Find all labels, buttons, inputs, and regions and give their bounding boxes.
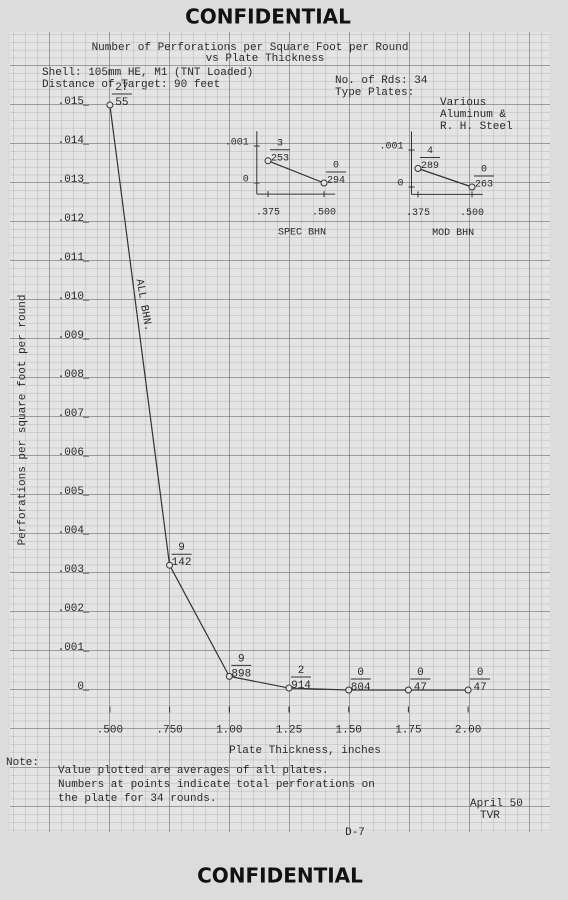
note: Numbers at points indicate total perfora… xyxy=(58,779,375,791)
data-point xyxy=(264,157,272,165)
y-tick-label: .005 xyxy=(58,486,84,498)
y-tick-label: .001 xyxy=(58,642,85,654)
y-tick-label: .014 xyxy=(58,135,85,147)
type-plates: R. H. Steel xyxy=(440,121,513,133)
y-tick-label: .010 xyxy=(58,291,84,303)
footer: CONFIDENTIAL xyxy=(197,864,363,888)
y-tick-label: .006 xyxy=(58,447,84,459)
point-label-bottom: 55 xyxy=(115,97,128,109)
chart-info: Shell: 105mm HE, M1 (TNT Loaded) xyxy=(42,67,253,79)
x-tick-label: .750 xyxy=(156,724,182,736)
y-tick-label: .003 xyxy=(58,564,84,576)
point-label-top: 0 xyxy=(477,667,484,679)
chart-title: vs Plate Thickness xyxy=(206,53,325,65)
point-label-top: 3 xyxy=(277,138,283,149)
point-label-bottom: 47 xyxy=(474,682,487,694)
y-tick-label: .001 xyxy=(225,138,249,149)
data-point xyxy=(414,165,422,172)
y-tick-label: .007 xyxy=(58,408,84,420)
signature: TVR xyxy=(480,810,500,822)
point-label-top: 0 xyxy=(357,667,364,679)
rounds: No. of Rds: 34 xyxy=(335,75,428,87)
data-point xyxy=(468,183,476,191)
data-point xyxy=(106,101,114,109)
point-label-top: 27 xyxy=(115,82,128,94)
note: the plate for 34 rounds. xyxy=(58,793,216,805)
data-point xyxy=(320,179,328,187)
x-tick-label: 1.00 xyxy=(216,724,242,736)
data-point xyxy=(345,686,353,694)
point-label-top: 0 xyxy=(481,165,487,176)
type-plates: Various xyxy=(440,97,486,109)
y-tick-label: .013 xyxy=(58,174,84,186)
point-label-bottom: 142 xyxy=(172,557,192,569)
y-tick-label: .015 xyxy=(58,96,84,108)
data-line xyxy=(267,160,325,184)
point-label-bottom: 253 xyxy=(271,153,289,164)
y-tick-label: 0 xyxy=(77,681,84,693)
data-point xyxy=(166,561,174,569)
note: Value plotted are averages of all plates… xyxy=(58,765,329,777)
point-label-bottom: 914 xyxy=(291,680,311,692)
y-tick-label: .004 xyxy=(58,525,85,537)
x-tick-label: 1.75 xyxy=(395,724,421,736)
point-label-top: 9 xyxy=(178,542,185,554)
point-label-top: 9 xyxy=(238,653,245,665)
data-point xyxy=(404,686,412,694)
inset-caption: MOD BHN xyxy=(432,228,474,239)
point-label-top: 4 xyxy=(427,146,433,157)
data-line xyxy=(417,167,473,188)
y-tick-label: 0 xyxy=(243,175,249,186)
y-tick-label: .009 xyxy=(58,330,84,342)
chart-title: Number of Perforations per Square Foot p… xyxy=(92,42,409,54)
point-label-bottom: 289 xyxy=(421,161,439,172)
y-tick-label: .001 xyxy=(379,142,403,153)
point-label-bottom: 804 xyxy=(351,682,371,694)
note-label: Note: xyxy=(6,757,39,769)
x-tick-label: 1.25 xyxy=(276,724,302,736)
y-tick-label: .011 xyxy=(58,252,85,264)
y-tick-label: 0 xyxy=(397,179,403,190)
inset-caption: SPEC BHN xyxy=(278,228,326,239)
page-number: D-7 xyxy=(345,827,365,839)
x-tick-label: .375 xyxy=(256,208,280,219)
x-tick-label: .375 xyxy=(406,208,430,219)
point-label-top: 0 xyxy=(333,161,339,172)
header: CONFIDENTIAL xyxy=(185,5,351,29)
data-point xyxy=(464,686,472,694)
point-label-bottom: 47 xyxy=(414,682,427,694)
data-point xyxy=(225,672,233,680)
point-label-bottom: 263 xyxy=(475,180,493,191)
point-label-bottom: 294 xyxy=(327,176,345,187)
chart-info: Distance of Target: 90 feet xyxy=(42,79,220,91)
type-plates: Aluminum & xyxy=(440,109,506,121)
x-tick-label: .500 xyxy=(460,208,484,219)
x-tick-label: .500 xyxy=(97,724,123,736)
x-tick-label: 2.00 xyxy=(455,724,481,736)
y-tick-label: .012 xyxy=(58,213,84,225)
y-tick-label: .008 xyxy=(58,369,84,381)
y-axis-label: Perforations per square foot per round xyxy=(17,295,29,546)
type-plates-label: Type Plates: xyxy=(335,87,414,99)
y-tick-label: .002 xyxy=(58,603,84,615)
data-point xyxy=(285,684,293,692)
point-label-top: 2 xyxy=(298,665,305,677)
x-tick-label: 1.50 xyxy=(336,724,362,736)
point-label-top: 0 xyxy=(417,667,424,679)
x-axis-label: Plate Thickness, inches xyxy=(229,745,381,757)
signature: April 50 xyxy=(470,798,523,810)
x-tick-label: .500 xyxy=(312,208,336,219)
major-grid xyxy=(10,32,550,832)
point-label-bottom: 898 xyxy=(231,668,251,680)
